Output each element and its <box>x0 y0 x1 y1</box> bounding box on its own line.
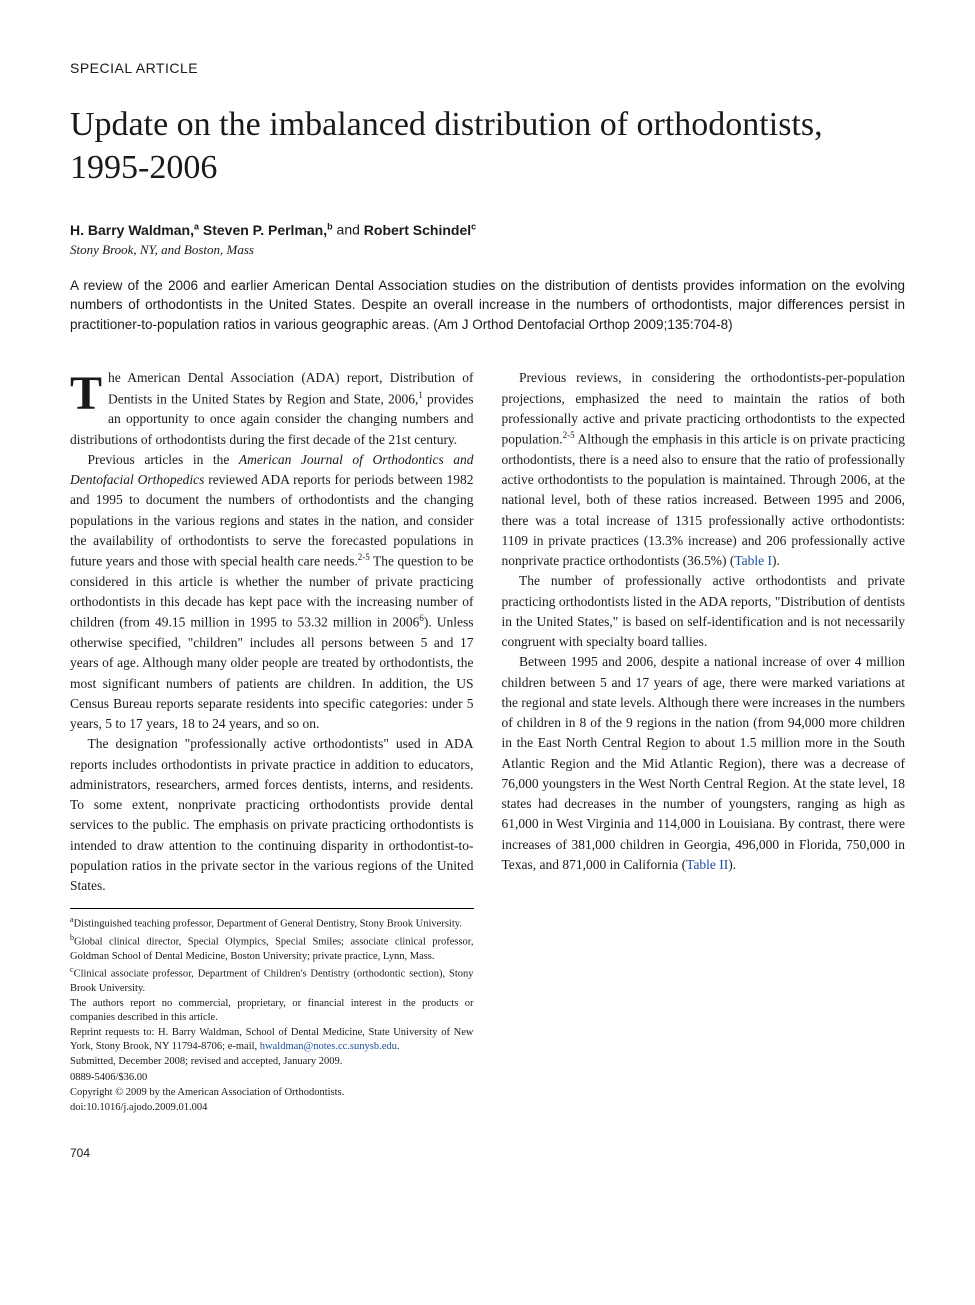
author-sup: b <box>327 221 333 231</box>
body-paragraph: Between 1995 and 2006, despite a nationa… <box>502 652 906 875</box>
body-columns: The American Dental Association (ADA) re… <box>70 368 905 1128</box>
section-label: SPECIAL ARTICLE <box>70 60 905 76</box>
body-paragraph: Previous reviews, in considering the ort… <box>502 368 906 571</box>
body-paragraph: Previous articles in the American Journa… <box>70 450 474 735</box>
body-paragraph: The American Dental Association (ADA) re… <box>70 368 474 450</box>
article-title: Update on the imbalanced distribution of… <box>70 104 905 189</box>
author-sup: c <box>471 221 476 231</box>
footnote: bGlobal clinical director, Special Olymp… <box>70 933 474 964</box>
footnote-text: Distinguished teaching professor, Depart… <box>74 919 462 930</box>
body-text: Previous articles in the <box>88 452 239 467</box>
body-text: ). <box>728 857 736 872</box>
body-text: Between 1995 and 2006, despite a nationa… <box>502 654 906 872</box>
footnote: cClinical associate professor, Departmen… <box>70 965 474 996</box>
footnote-copyright: Copyright © 2009 by the American Associa… <box>70 1086 474 1100</box>
footnote-submitted: Submitted, December 2008; revised and ac… <box>70 1055 474 1069</box>
body-paragraph: The designation "professionally active o… <box>70 734 474 896</box>
author-name: H. Barry Waldman <box>70 222 190 238</box>
author-sup: a <box>194 221 199 231</box>
body-text: Although the emphasis in this article is… <box>502 432 906 569</box>
body-paragraph: The number of professionally active orth… <box>502 571 906 652</box>
footnote-text: Global clinical director, Special Olympi… <box>70 937 474 962</box>
footnote-coi: The authors report no commercial, propri… <box>70 997 474 1025</box>
author-list: H. Barry Waldman,a Steven P. Perlman,b a… <box>70 221 905 238</box>
abstract: A review of the 2006 and earlier America… <box>70 276 905 335</box>
author-name: Steven P. Perlman <box>203 222 323 238</box>
table-ref-link[interactable]: Table II <box>686 857 728 872</box>
affiliation-line: Stony Brook, NY, and Boston, Mass <box>70 242 905 258</box>
citation-ref: 2-5 <box>358 552 370 562</box>
body-text: he American Dental Association (ADA) rep… <box>108 370 473 406</box>
body-text: The designation "professionally active o… <box>70 736 474 893</box>
dropcap: T <box>70 368 108 415</box>
body-text: ). <box>772 553 780 568</box>
page-number: 704 <box>70 1146 905 1160</box>
footnotes-block: aDistinguished teaching professor, Depar… <box>70 908 474 1115</box>
body-text: The number of professionally active orth… <box>502 573 906 649</box>
citation-ref: 2-5 <box>563 430 575 440</box>
author-name: Robert Schindel <box>364 222 471 238</box>
body-text: ). Unless otherwise specified, "children… <box>70 615 474 731</box>
footnote: aDistinguished teaching professor, Depar… <box>70 915 474 932</box>
table-ref-link[interactable]: Table I <box>734 553 772 568</box>
footnote-text: . <box>397 1041 400 1052</box>
footnote-doi: doi:10.1016/j.ajodo.2009.01.004 <box>70 1101 474 1115</box>
footnote-text: Clinical associate professor, Department… <box>70 968 474 993</box>
email-link[interactable]: hwaldman@notes.cc.sunysb.edu <box>260 1041 397 1052</box>
footnote-reprint: Reprint requests to: H. Barry Waldman, S… <box>70 1026 474 1054</box>
footnote-issn: 0889-5406/$36.00 <box>70 1071 474 1085</box>
